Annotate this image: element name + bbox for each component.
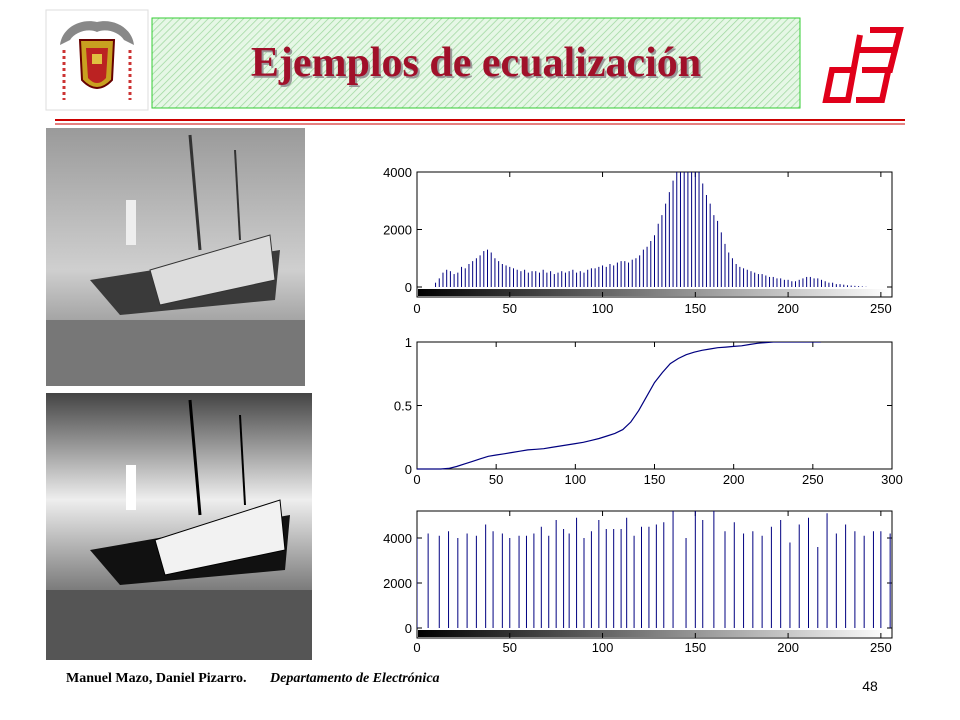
page-number: 48	[862, 678, 878, 694]
original-photo	[46, 128, 305, 386]
x-tick-label: 200	[777, 640, 799, 655]
x-tick-label: 200	[723, 472, 745, 487]
university-crest	[45, 9, 149, 111]
x-tick-label: 150	[684, 640, 706, 655]
colorbar	[418, 289, 891, 296]
plot-area	[416, 510, 893, 639]
x-tick-label: 0	[413, 301, 420, 316]
title: Ejemplos de ecualización	[251, 40, 701, 86]
marks	[417, 342, 821, 470]
y-tick-label: 4000	[383, 531, 412, 546]
y-tick-label: 0	[405, 621, 412, 636]
y-tick-label: 4000	[383, 165, 412, 180]
x-tick-label: 150	[644, 472, 666, 487]
x-tick-label: 50	[503, 301, 517, 316]
chart: 0 0.5 1 0 50 100 150 200 250 300	[394, 335, 903, 487]
equalized-photo	[46, 393, 312, 660]
x-tick-label: 250	[870, 301, 892, 316]
title-box	[151, 17, 801, 109]
marks	[435, 172, 867, 287]
footer-department: Departamento de Electrónica	[269, 671, 440, 686]
x-tick-label: 200	[777, 301, 799, 316]
x-tick-label: 300	[881, 472, 903, 487]
y-tick-label: 0.5	[394, 399, 412, 414]
x-tick-label: 0	[413, 640, 420, 655]
x-tick-label: 50	[489, 472, 503, 487]
plot-area	[416, 341, 893, 470]
title-shadow: Ejemplos de ecualización	[253, 42, 703, 88]
x-tick-label: 150	[684, 301, 706, 316]
y-tick-label: 1	[405, 335, 412, 350]
marks	[417, 511, 891, 628]
colorbar	[418, 630, 891, 637]
x-tick-label: 50	[503, 640, 517, 655]
x-tick-label: 250	[802, 472, 824, 487]
footer-authors: Manuel Mazo, Daniel Pizarro.	[66, 671, 247, 686]
x-tick-label: 100	[564, 472, 586, 487]
chart: 0 2000 4000 0 50 100 150 200 250	[383, 510, 893, 655]
x-tick-label: 100	[592, 301, 614, 316]
x-tick-label: 100	[592, 640, 614, 655]
chart: 0 2000 4000 0 50 100 150 200 250	[383, 165, 893, 316]
x-tick-label: 250	[870, 640, 892, 655]
department-logo	[822, 27, 904, 103]
y-tick-label: 2000	[383, 223, 412, 238]
y-tick-label: 0	[405, 462, 412, 477]
x-tick-label: 0	[413, 472, 420, 487]
y-tick-label: 0	[405, 280, 412, 295]
cdf-line	[417, 342, 821, 470]
y-tick-label: 2000	[383, 576, 412, 591]
